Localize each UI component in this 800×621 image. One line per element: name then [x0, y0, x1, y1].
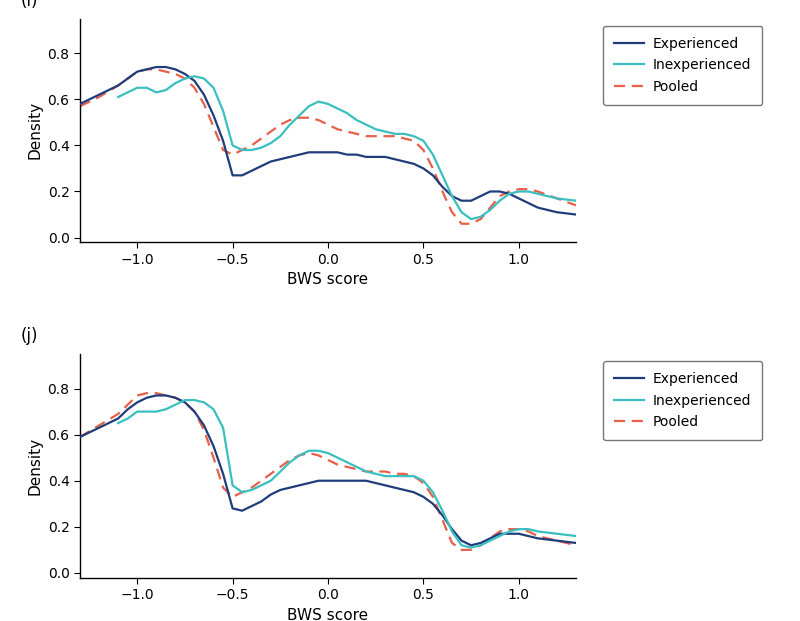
Legend: Experienced, Inexperienced, Pooled: Experienced, Inexperienced, Pooled: [602, 361, 762, 440]
X-axis label: BWS score: BWS score: [287, 607, 369, 621]
X-axis label: BWS score: BWS score: [287, 272, 369, 287]
Text: (j): (j): [21, 327, 38, 345]
Y-axis label: Density: Density: [27, 101, 42, 160]
Y-axis label: Density: Density: [27, 437, 42, 495]
Text: (i): (i): [21, 0, 38, 10]
Legend: Experienced, Inexperienced, Pooled: Experienced, Inexperienced, Pooled: [602, 25, 762, 105]
